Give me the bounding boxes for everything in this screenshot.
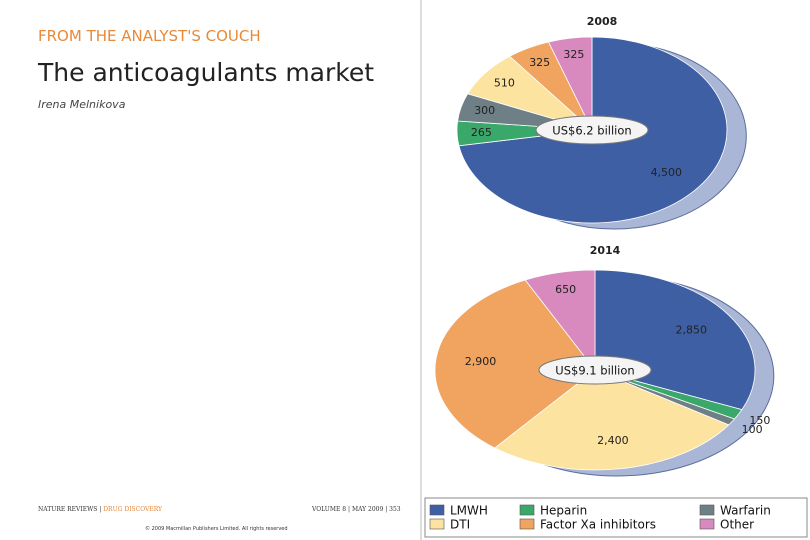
journal-name: NATURE REVIEWS | DRUG DISCOVERY (38, 506, 163, 513)
data-label: 510 (494, 76, 515, 89)
legend-label: DTI (450, 518, 470, 532)
legend-label: LMWH (450, 504, 488, 518)
copyright: © 2009 Macmillan Publishers Limited. All… (145, 526, 288, 532)
legend-swatch (699, 518, 715, 530)
legend-box (424, 497, 808, 538)
legend-swatch (519, 504, 535, 516)
pie-slice (434, 279, 596, 449)
data-label: 2,400 (597, 434, 629, 447)
legend-swatch (519, 518, 535, 530)
data-label: 100 (742, 423, 763, 436)
legend-label: Heparin (540, 504, 587, 518)
legend-label: Warfarin (720, 504, 771, 518)
center-label: US$9.1 billion (555, 364, 634, 378)
center-label-box (535, 115, 649, 145)
section-label: FROM THE ANALYST'S COUCH (38, 27, 261, 45)
legend-swatch (699, 504, 715, 516)
data-label: 2,850 (676, 323, 708, 336)
pie-slice (494, 369, 730, 471)
data-label: 325 (563, 48, 584, 61)
journal: NATURE REVIEWS (38, 506, 98, 513)
data-label: 265 (471, 126, 492, 139)
chart-title: 2014 (590, 244, 621, 257)
pie-slice (524, 269, 596, 372)
data-label: 650 (555, 283, 576, 296)
center-label-box (538, 355, 652, 385)
data-label: 150 (749, 414, 770, 427)
legend-label: Other (720, 518, 754, 532)
data-label: 4,500 (651, 166, 683, 179)
center-label: US$6.2 billion (552, 124, 631, 138)
legend-swatch (429, 504, 445, 516)
volume: VOLUME 8 | MAY 2009 | 353 (312, 506, 401, 513)
author: Irena Melnikova (38, 98, 126, 111)
pie-slice (547, 36, 593, 131)
data-label: 300 (474, 104, 495, 117)
journal-section: DRUG DISCOVERY (103, 506, 163, 513)
data-label: 325 (529, 56, 550, 69)
data-label: 2,900 (465, 355, 497, 368)
article-title: The anticoagulants market (38, 58, 375, 87)
legend-label: Factor Xa inhibitors (540, 518, 656, 532)
legend-swatch (429, 518, 445, 530)
chart-title: 2008 (587, 15, 618, 28)
